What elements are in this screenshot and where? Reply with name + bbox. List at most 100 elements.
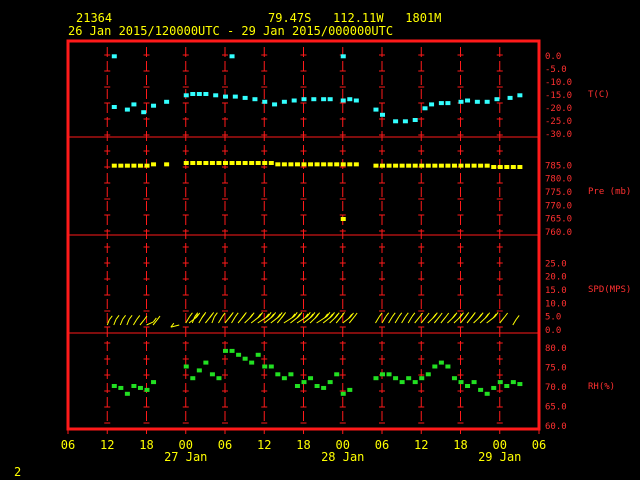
data-point bbox=[373, 107, 379, 112]
wind-barb-feather bbox=[122, 314, 126, 320]
wind-barb-feather bbox=[432, 313, 437, 319]
x-tick-label: 12 bbox=[100, 438, 114, 452]
panel-label: RH(%) bbox=[588, 382, 615, 392]
panel-label: SPD(MPS) bbox=[588, 285, 631, 295]
data-point bbox=[517, 165, 523, 169]
data-point bbox=[393, 119, 399, 124]
wind-barb-staff bbox=[113, 319, 117, 326]
data-point bbox=[327, 380, 333, 385]
wind-barb-feather bbox=[484, 313, 489, 319]
wind-barb-staff bbox=[152, 319, 158, 326]
wind-barb-staff bbox=[401, 316, 406, 324]
wind-barb-feather bbox=[257, 313, 262, 319]
wind-barb bbox=[276, 312, 287, 324]
data-point bbox=[262, 99, 268, 104]
data-point bbox=[478, 163, 484, 168]
wind-barb bbox=[466, 312, 476, 324]
data-point bbox=[517, 382, 523, 387]
x-date-label: 29 Jan bbox=[478, 450, 521, 464]
data-point bbox=[183, 93, 189, 98]
wind-barb-feather bbox=[398, 312, 403, 318]
wind-barb-feather bbox=[296, 313, 301, 319]
data-point bbox=[137, 163, 143, 168]
data-point bbox=[183, 364, 189, 369]
data-point bbox=[458, 380, 464, 385]
wind-barb bbox=[198, 311, 207, 324]
data-point bbox=[281, 99, 287, 104]
data-point bbox=[353, 98, 359, 103]
y-tick-label: 65.0 bbox=[545, 403, 567, 413]
data-point bbox=[223, 161, 228, 165]
data-point bbox=[308, 162, 314, 167]
data-point bbox=[432, 163, 438, 168]
data-point bbox=[137, 385, 143, 390]
data-point bbox=[412, 163, 418, 168]
wind-barb-staff bbox=[146, 321, 154, 326]
data-point bbox=[213, 93, 219, 98]
wind-barb bbox=[473, 312, 484, 324]
wind-barb-staff bbox=[126, 319, 130, 326]
y-tick-label: 5.0 bbox=[545, 313, 561, 323]
data-point bbox=[255, 161, 261, 165]
wind-barb bbox=[388, 312, 396, 324]
wind-barb bbox=[139, 315, 148, 326]
data-point bbox=[504, 165, 510, 169]
wind-barb-feather bbox=[515, 315, 520, 320]
data-point bbox=[458, 163, 464, 168]
data-point bbox=[425, 163, 431, 168]
wind-barb bbox=[211, 312, 218, 324]
wind-barb-feather bbox=[350, 312, 354, 318]
data-point bbox=[458, 99, 464, 104]
wind-barb bbox=[303, 312, 316, 324]
wind-barb bbox=[132, 315, 141, 326]
wind-barb bbox=[440, 312, 450, 324]
wind-barb-staff bbox=[394, 316, 400, 324]
wind-barb-feather bbox=[265, 313, 270, 319]
wind-barb-feather bbox=[213, 312, 218, 318]
data-point bbox=[151, 380, 157, 385]
panel-label: T(C) bbox=[588, 90, 610, 100]
wind-barb-feather bbox=[196, 312, 201, 318]
data-point bbox=[380, 112, 385, 117]
wind-barb-feather bbox=[329, 313, 334, 319]
wind-barb-feather bbox=[272, 312, 277, 317]
data-point bbox=[118, 163, 124, 168]
wind-barb-feather bbox=[378, 312, 383, 318]
wind-barb bbox=[224, 312, 234, 324]
data-point bbox=[445, 101, 451, 106]
panel-label: Pre (mb) bbox=[588, 187, 631, 197]
data-point bbox=[203, 161, 209, 165]
data-point bbox=[314, 162, 320, 167]
wind-barb bbox=[218, 312, 226, 324]
wind-barb-feather bbox=[249, 313, 254, 319]
wind-barb-feather bbox=[339, 313, 344, 319]
data-point bbox=[275, 162, 281, 167]
wind-barb-feather bbox=[259, 312, 263, 317]
y-tick-label: 775.0 bbox=[545, 188, 572, 198]
y-tick-label: 80.0 bbox=[545, 344, 567, 354]
data-point bbox=[399, 380, 405, 385]
data-point bbox=[451, 376, 457, 381]
data-point bbox=[327, 97, 333, 102]
wind-barb-staff bbox=[218, 316, 223, 324]
wind-barb bbox=[290, 312, 303, 324]
x-tick-label: 18 bbox=[453, 438, 467, 452]
data-point bbox=[425, 372, 431, 377]
data-point bbox=[438, 101, 444, 106]
y-tick-label: 0.0 bbox=[545, 326, 561, 336]
data-point bbox=[242, 161, 248, 165]
y-tick-label: 75.0 bbox=[545, 364, 567, 374]
data-point bbox=[301, 162, 307, 167]
outlier-point bbox=[340, 217, 346, 221]
wind-barb-feather bbox=[306, 312, 311, 317]
wind-barb bbox=[113, 314, 120, 326]
wind-barb-feather bbox=[478, 313, 483, 319]
y-tick-label: -10.0 bbox=[545, 78, 572, 88]
wind-barb-feather bbox=[353, 312, 358, 318]
data-point bbox=[196, 161, 202, 165]
y-tick-label: 70.0 bbox=[545, 383, 567, 393]
data-point bbox=[164, 99, 170, 104]
data-point bbox=[209, 372, 215, 377]
data-point bbox=[131, 163, 137, 168]
